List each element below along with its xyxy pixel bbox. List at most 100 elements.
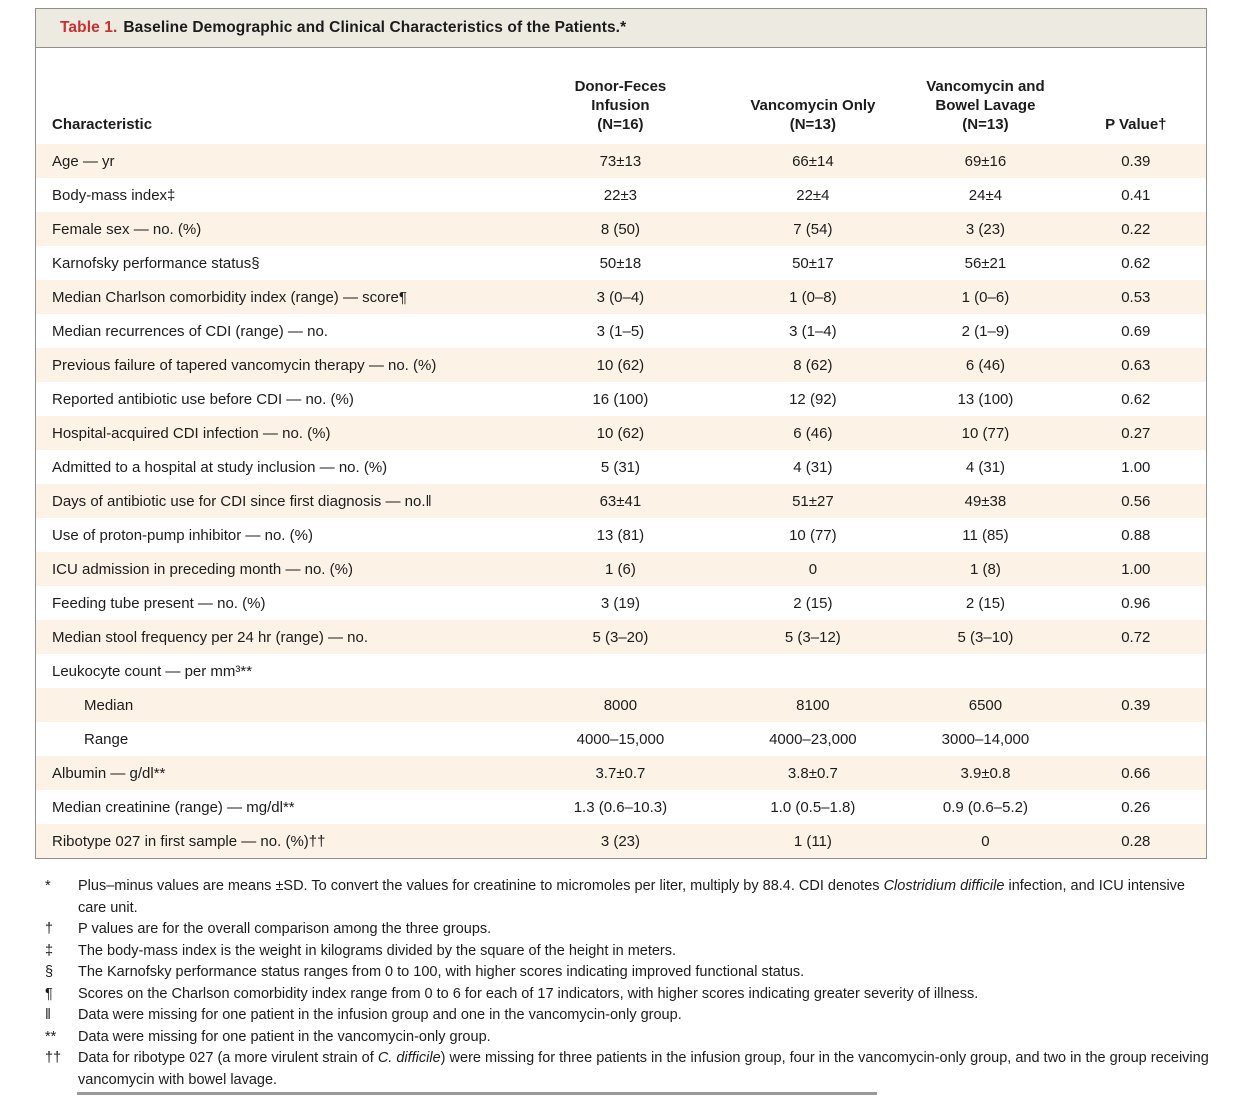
footnote-marker: § xyxy=(45,964,54,980)
cell-value: 0.62 xyxy=(1121,254,1151,272)
cell-value: 1 (0–6) xyxy=(961,288,1010,306)
table-body: Age — yr 73±13 66±14 69±16 0.39 Body-mass ind… xyxy=(36,144,1206,858)
cell-value: 3.7±0.7 xyxy=(595,764,646,782)
cell-value: 0.27 xyxy=(1121,424,1151,442)
table-row: Reported antibiotic use before CDI — no.… xyxy=(36,382,1206,416)
cell-value: 69±16 xyxy=(964,152,1007,170)
cell-value: 6 (46) xyxy=(965,356,1006,374)
row-label: Median Charlson comorbidity index (range… xyxy=(52,288,407,306)
cell-value: 2 (15) xyxy=(965,594,1006,612)
table-row: Median stool frequency per 24 hr (range)… xyxy=(36,620,1206,654)
table-frame: Table 1. Baseline Demographic and Clinica… xyxy=(35,8,1207,859)
characteristics-table: Characteristic Donor-Feces Infusion (N=16… xyxy=(36,48,1206,858)
cell-value: 1 (0–8) xyxy=(789,288,837,306)
row-label: Reported antibiotic use before CDI — no.… xyxy=(52,390,354,408)
cell-value xyxy=(905,654,1065,688)
row-label: Albumin — g/dl** xyxy=(52,764,166,782)
footnote-marker: ¶ xyxy=(45,985,53,1002)
footnote-marker: †† xyxy=(45,1050,62,1066)
cell-value: 13 (100) xyxy=(957,390,1014,408)
cell-value: 3.9±0.8 xyxy=(960,764,1011,782)
cell-value: 0.66 xyxy=(1121,764,1151,782)
row-label: Days of antibiotic use for CDI since fir… xyxy=(52,492,432,510)
footnote: ‡ The body-mass index is the weight in ki… xyxy=(45,941,1210,963)
cell-value xyxy=(1066,654,1206,688)
footnote: †† Data for ribotype 027 (a more virulent… xyxy=(45,1048,1210,1091)
table-header: Characteristic Donor-Feces Infusion (N=16… xyxy=(36,48,1206,144)
cell-value: 1 (8) xyxy=(970,560,1001,578)
cell-value: 0.56 xyxy=(1121,492,1151,510)
cell-value: 8000 xyxy=(603,696,638,714)
cell-value: 1.3 (0.6–10.3) xyxy=(573,798,668,816)
cell-value: 0.72 xyxy=(1121,628,1151,646)
cell-value: 63±41 xyxy=(599,492,642,510)
footnote-text: The body-mass index is the weight in kil… xyxy=(78,942,677,959)
footnote: ** Data were missing for one patient in t… xyxy=(45,1027,1210,1049)
row-label: Previous failure of tapered vancomycin t… xyxy=(52,356,437,374)
column-header: P Value† xyxy=(1105,116,1167,133)
footnote: ‖ Data were missing for one patient in th… xyxy=(45,1005,1210,1027)
cell-value: 3 (1–4) xyxy=(789,322,837,340)
cell-value: 73±13 xyxy=(599,152,642,170)
cell-value: 0 xyxy=(808,560,818,578)
table-row: Median Charlson comorbidity index (range… xyxy=(36,280,1206,314)
cell-value: 50±17 xyxy=(792,254,834,272)
footnote-text: Data were missing for one patient in the… xyxy=(78,1028,491,1045)
cell-value: 3 (23) xyxy=(600,832,640,850)
cell-value: 10 (62) xyxy=(596,424,645,442)
cell-value: 0.69 xyxy=(1121,322,1151,340)
cell-value: 1 (11) xyxy=(793,832,832,850)
row-label: Hospital-acquired CDI infection — no. (%… xyxy=(52,424,331,442)
row-label: Admitted to a hospital at study inclusio… xyxy=(52,458,388,476)
cell-value: 2 (1–9) xyxy=(961,322,1010,340)
row-label: ICU admission in preceding month — no. (… xyxy=(52,560,353,578)
table-row: Median creatinine (range) — mg/dl** 1.3 (… xyxy=(36,790,1206,824)
table-row: ICU admission in preceding month — no. (… xyxy=(36,552,1206,586)
footnote: ¶ Scores on the Charlson comorbidity inde… xyxy=(45,984,1210,1006)
table-row: Previous failure of tapered vancomycin t… xyxy=(36,348,1206,382)
cell-value: 0.41 xyxy=(1121,186,1151,204)
footnote: § The Karnofsky performance status ranges… xyxy=(45,962,1210,984)
cell-value: 5 (31) xyxy=(600,458,640,476)
column-header-characteristic: Characteristic xyxy=(52,116,153,133)
footnotes: * Plus–minus values are means ±SD. To con… xyxy=(45,876,1210,1091)
cell-value: 49±38 xyxy=(964,492,1007,510)
cell-value: 10 (62) xyxy=(596,356,645,374)
row-label: Median creatinine (range) — mg/dl** xyxy=(52,798,295,816)
cell-value: 0 xyxy=(981,832,990,850)
cell-value: 4 (31) xyxy=(965,458,1006,476)
column-header: Vancomycin and Bowel Lavage (N=13) xyxy=(926,78,1045,133)
cell-value: 5 (3–12) xyxy=(784,628,841,646)
row-label: Leukocyte count — per mm³** xyxy=(52,662,253,680)
cell-value: 3 (0–4) xyxy=(596,288,645,306)
cell-value: 1.0 (0.5–1.8) xyxy=(770,798,856,816)
cell-value: 3 (19) xyxy=(600,594,640,612)
cell-value: 7 (54) xyxy=(793,220,833,238)
footnote-text: Data for ribotype 027 (a more virulent s… xyxy=(78,1050,1209,1088)
footnote-marker: † xyxy=(45,921,54,937)
footnote: † P values are for the overall comparison… xyxy=(45,919,1210,941)
footnote: * Plus–minus values are means ±SD. To con… xyxy=(45,876,1210,919)
table-row: Albumin — g/dl** 3.7±0.7 3.8±0.7 3.9±0.8 0.6… xyxy=(36,756,1206,790)
table-row: Ribotype 027 in first sample — no. (%)††… xyxy=(36,824,1206,858)
table-row: Feeding tube present — no. (%) 3 (19) 2 (1… xyxy=(36,586,1206,620)
cell-value: 8 (50) xyxy=(600,220,640,238)
table-row: Median recurrences of CDI (range) — no. 3… xyxy=(36,314,1206,348)
table-row: Karnofsky performance status§ 50±18 50±17 5… xyxy=(36,246,1206,280)
cell-value: 10 (77) xyxy=(789,526,837,544)
cell-value: 0.63 xyxy=(1121,356,1151,374)
cell-value: 0.22 xyxy=(1121,220,1151,238)
bottom-rule xyxy=(77,1092,877,1095)
cell-value: 3 (1–5) xyxy=(596,322,645,340)
cell-value: 1.00 xyxy=(1121,458,1151,476)
cell-value: 0.9 (0.6–5.2) xyxy=(942,798,1028,816)
cell-value: 22±3 xyxy=(603,186,638,204)
row-label: Body-mass index‡ xyxy=(52,186,176,204)
cell-value: 8 (62) xyxy=(793,356,833,374)
row-label: Use of proton-pump inhibitor — no. (%) xyxy=(52,526,313,544)
row-label: Karnofsky performance status§ xyxy=(52,254,260,272)
row-label: Feeding tube present — no. (%) xyxy=(52,594,266,612)
cell-value: 8100 xyxy=(796,696,830,714)
footnote-text: The Karnofsky performance status ranges … xyxy=(78,964,805,980)
footnote-text: Data were missing for one patient in the… xyxy=(78,1007,682,1023)
